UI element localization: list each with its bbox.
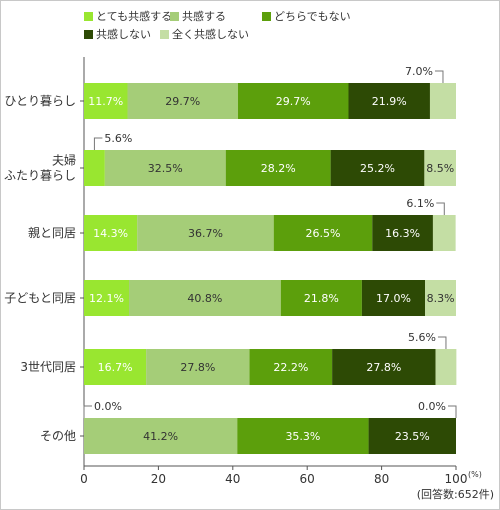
legend-item: とても共感する: [84, 9, 172, 23]
data-label: 28.2%: [261, 162, 296, 175]
bar-segment: [435, 349, 457, 385]
bar-segment: [127, 83, 239, 119]
data-label: 7.0%: [405, 65, 433, 78]
category-label: 3世代同居: [20, 360, 76, 374]
bar-segment: [249, 349, 333, 385]
legend-item: 共感しない: [84, 27, 151, 41]
data-label: 0.0%: [94, 400, 122, 413]
x-tick-label: 100: [445, 472, 468, 486]
legend-swatch: [170, 11, 179, 21]
data-label: 36.7%: [188, 227, 223, 240]
bar-segment: [84, 418, 238, 454]
legend-label: 共感する: [182, 10, 226, 23]
bar-segment: [84, 83, 128, 119]
data-label: 11.7%: [88, 95, 123, 108]
data-label: 22.2%: [273, 361, 308, 374]
data-label: 27.8%: [180, 361, 215, 374]
x-tick-label: 0: [80, 472, 88, 486]
x-tick-label: 80: [374, 472, 389, 486]
data-label: 17.0%: [376, 292, 411, 305]
bar-segment: [361, 280, 426, 316]
callout-line: [436, 202, 445, 215]
callout-line: [93, 137, 103, 150]
data-label: 35.3%: [285, 430, 320, 443]
data-label: 40.8%: [187, 292, 222, 305]
data-label: 14.3%: [93, 227, 128, 240]
legend-item: 全く共感しない: [160, 27, 249, 41]
x-tick-label: 20: [151, 472, 166, 486]
x-unit-label: (%): [468, 470, 482, 479]
data-label: 0.0%: [418, 400, 446, 413]
data-label: 16.3%: [385, 227, 420, 240]
data-label: 29.7%: [165, 95, 200, 108]
bar-segment: [237, 418, 369, 454]
data-label: 16.7%: [98, 361, 133, 374]
x-tick-label: 40: [225, 472, 240, 486]
data-label: 26.5%: [306, 227, 341, 240]
data-label: 23.5%: [395, 430, 430, 443]
legend-swatch: [84, 29, 93, 39]
data-label: 8.5%: [426, 162, 454, 175]
legend-swatch: [262, 11, 271, 21]
legend-label: 共感しない: [96, 28, 151, 41]
legend-swatch: [84, 11, 93, 21]
legend-swatch: [160, 29, 169, 39]
legend-item: 共感する: [170, 9, 226, 23]
bar-segment: [84, 349, 147, 385]
legend-label: とても共感する: [96, 10, 173, 23]
bar-segment: [137, 215, 274, 251]
bar-segment: [273, 215, 373, 251]
bar-segment: [104, 150, 226, 186]
bar-segment: [368, 418, 456, 454]
bar-segment: [225, 150, 331, 186]
callout-line: [448, 405, 457, 418]
bar-segment: [348, 83, 430, 119]
data-label: 29.7%: [276, 95, 311, 108]
bar-segment: [372, 215, 433, 251]
bar-segment: [84, 150, 105, 186]
data-label: 5.6%: [104, 132, 132, 145]
bar-segment: [84, 280, 130, 316]
x-tick-label: 60: [300, 472, 315, 486]
bar-segment: [84, 215, 138, 251]
category-label: 夫婦ふたり暮らし: [4, 153, 76, 183]
legend-item: どちらでもない: [262, 9, 351, 23]
callout-line: [437, 336, 447, 349]
bar-segment: [129, 280, 281, 316]
bar-segment: [424, 150, 456, 186]
bar-segment: [432, 215, 456, 251]
data-label: 12.1%: [89, 292, 124, 305]
bar-segment: [280, 280, 362, 316]
category-label: その他: [40, 429, 76, 443]
legend-label: 全く共感しない: [172, 28, 249, 41]
data-label: 32.5%: [148, 162, 183, 175]
data-label: 21.9%: [372, 95, 407, 108]
data-label: 6.1%: [406, 197, 434, 210]
bar-segment: [330, 150, 425, 186]
bar-segment: [146, 349, 250, 385]
data-label: 21.8%: [304, 292, 339, 305]
data-label: 25.2%: [360, 162, 395, 175]
data-label: 27.8%: [366, 361, 401, 374]
data-label: 5.6%: [408, 331, 436, 344]
response-count-note: (回答数:652件): [417, 487, 494, 501]
bar-segment: [332, 349, 436, 385]
category-label: ひとり暮らし: [4, 94, 76, 108]
bar-segment: [238, 83, 349, 119]
callout-line: [83, 405, 92, 418]
data-label: 8.3%: [427, 292, 455, 305]
category-label: 親と同居: [28, 226, 76, 240]
legend-label: どちらでもない: [274, 10, 351, 23]
category-label: 子どもと同居: [4, 291, 76, 305]
data-label: 41.2%: [143, 430, 178, 443]
callout-line: [434, 70, 444, 83]
bar-segment: [429, 83, 456, 119]
bar-segment: [425, 280, 456, 316]
